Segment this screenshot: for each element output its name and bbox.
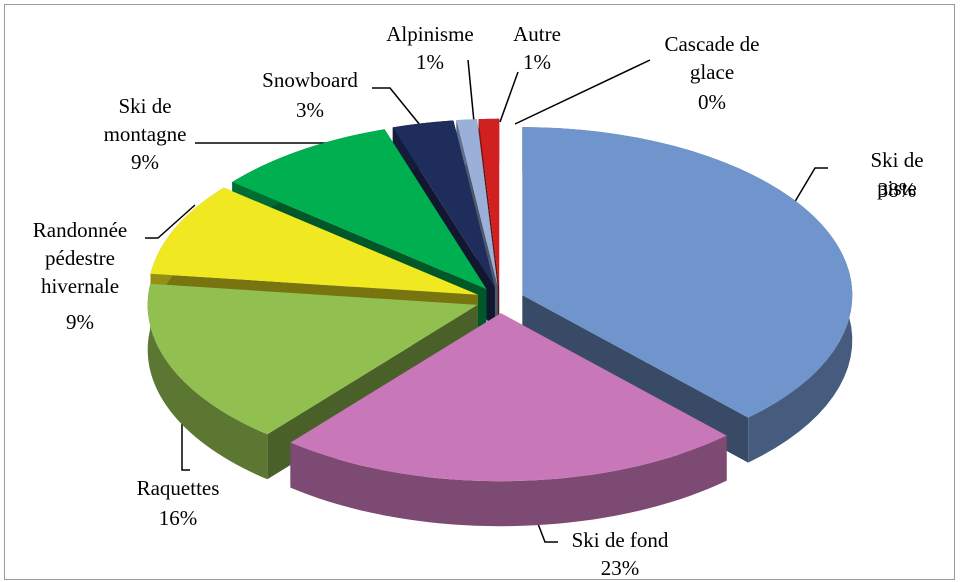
category-label: Raquettes — [136, 476, 220, 500]
slice — [232, 129, 487, 290]
slice — [392, 120, 495, 288]
value-label: 1% — [523, 50, 551, 74]
category-label: Alpinisme — [386, 22, 474, 46]
slice-tops — [147, 118, 853, 482]
category-label: Ski de piste — [870, 148, 924, 200]
value-label: 16% — [158, 506, 198, 530]
value-label: 23% — [600, 556, 640, 580]
slice — [478, 118, 500, 287]
leader-line — [467, 59, 475, 123]
value-label: 38% — [877, 178, 917, 202]
category-label: Cascade de glace — [664, 32, 760, 84]
value-label: 9% — [131, 150, 159, 174]
slice — [456, 119, 498, 287]
chart-frame — [4, 4, 955, 580]
leader-line — [145, 204, 196, 239]
value-label: 1% — [416, 50, 444, 74]
outer-wall — [290, 435, 727, 527]
outer-wall — [147, 283, 268, 480]
leader-line — [789, 167, 828, 211]
slice — [147, 283, 478, 435]
category-label: Randonnée pédestre hivernale — [32, 218, 128, 298]
leader-line — [514, 59, 651, 125]
category-label: Ski de montagne — [103, 94, 187, 146]
slice — [522, 127, 853, 418]
value-label: 3% — [296, 98, 324, 122]
leader-line — [499, 71, 519, 123]
slice — [150, 187, 478, 295]
value-label: 0% — [698, 90, 726, 114]
slice — [290, 313, 727, 482]
category-label: Autre — [513, 22, 561, 46]
value-label: 9% — [66, 310, 94, 334]
leader-line — [372, 87, 421, 126]
category-label: Ski de fond — [571, 528, 669, 552]
category-label: Snowboard — [262, 68, 358, 92]
